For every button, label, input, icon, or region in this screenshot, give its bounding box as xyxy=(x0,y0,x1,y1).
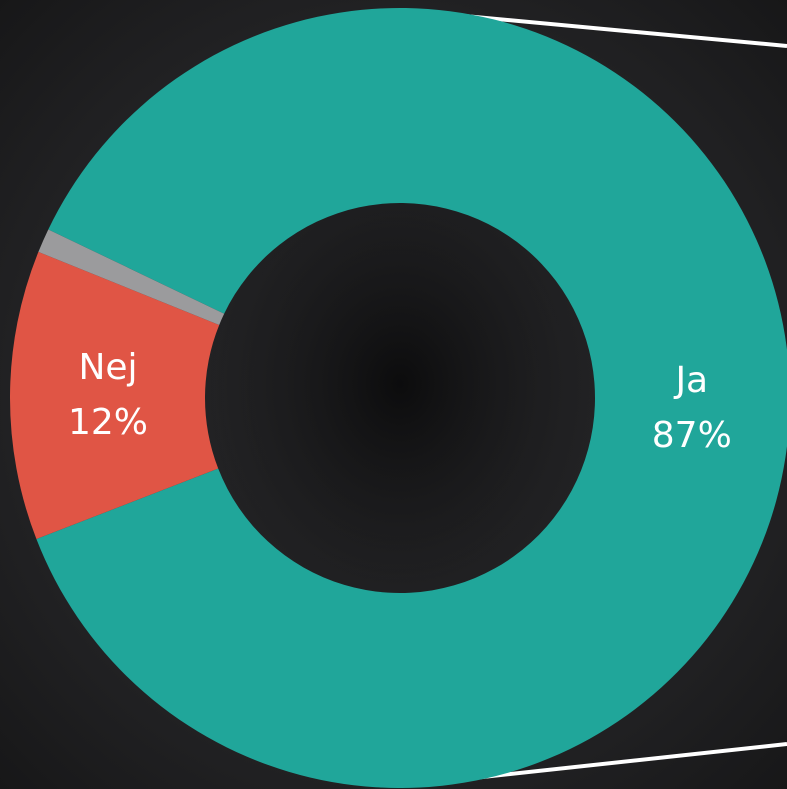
chart: Ja 87% Nej 12% xyxy=(0,0,787,789)
slice-category: Nej xyxy=(78,347,137,388)
slice-value-label: 12% xyxy=(68,402,148,443)
slice-value-label: 87% xyxy=(652,415,732,456)
slice-category: Ja xyxy=(673,360,708,401)
page: Ja87%Nej12% (() => { const data = JSON.p… xyxy=(0,0,787,789)
